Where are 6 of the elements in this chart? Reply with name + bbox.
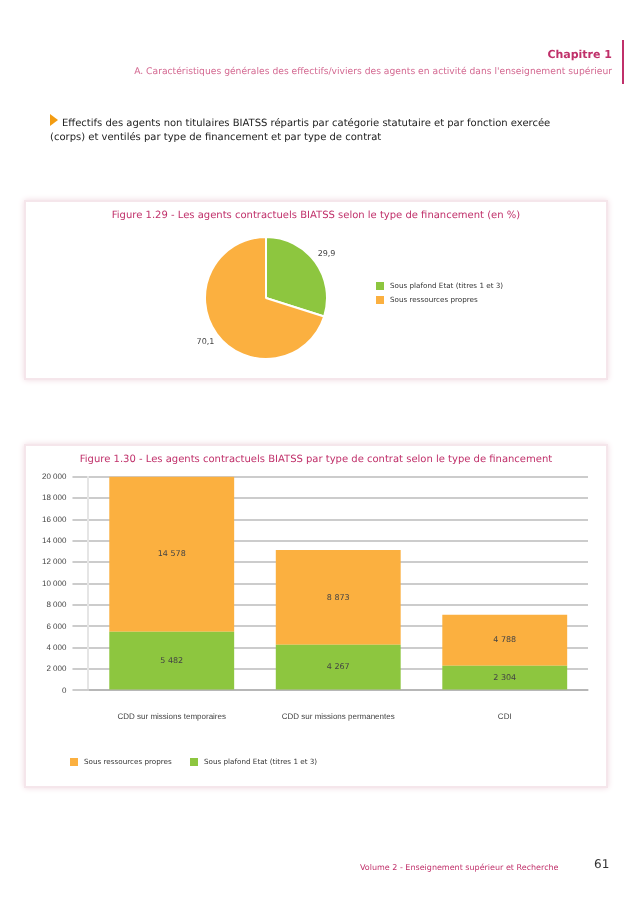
bar	[442, 665, 568, 690]
bar	[442, 614, 568, 666]
bar	[275, 644, 401, 690]
bar	[109, 631, 235, 690]
bar	[275, 550, 401, 645]
bar	[109, 476, 235, 632]
